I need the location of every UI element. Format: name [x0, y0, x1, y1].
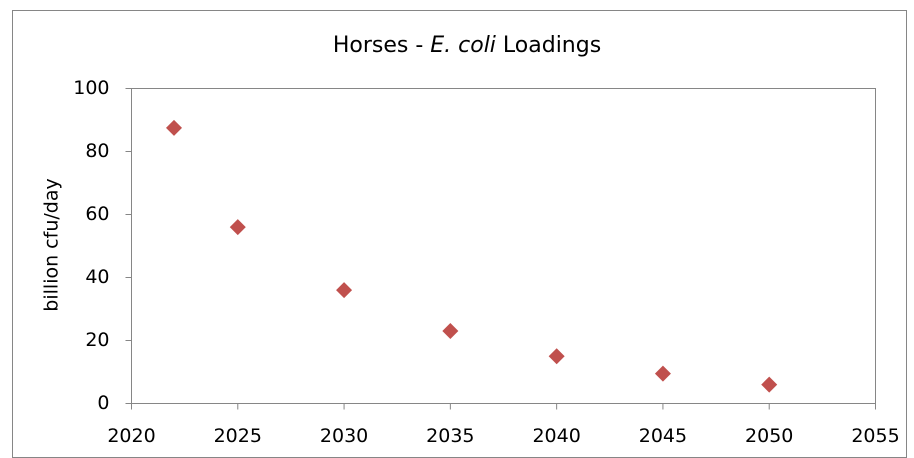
point: [336, 282, 353, 299]
point: [548, 348, 565, 365]
y-tick-label: 0: [97, 392, 109, 414]
x-tick-label: 2050: [745, 425, 793, 447]
x-tick-label: 2025: [214, 425, 262, 447]
y-tick-label: 100: [73, 77, 109, 99]
y-axis-label: billion cfu/day: [41, 178, 63, 311]
x-tick-label: 2035: [426, 425, 474, 447]
point: [654, 365, 671, 382]
point: [761, 376, 778, 393]
point: [442, 323, 459, 340]
y-tick-label: 40: [85, 266, 109, 288]
title-part: Horses -: [333, 33, 430, 58]
x-tick-label: 2055: [851, 425, 899, 447]
x-tick-label: 2020: [107, 425, 155, 447]
title-part: E. coli: [430, 33, 496, 58]
title-part: Loadings: [496, 33, 601, 58]
x-tick-label: 2030: [320, 425, 368, 447]
point: [229, 219, 246, 236]
chart-frame: [12, 10, 907, 458]
x-tick-label: 2040: [532, 425, 580, 447]
point: [166, 119, 183, 136]
y-tick-label: 80: [85, 140, 109, 162]
y-tick-label: 60: [85, 203, 109, 225]
x-tick-label: 2045: [639, 425, 687, 447]
y-tick-label: 20: [85, 329, 109, 351]
chart-title: Horses - E. coli Loadings: [333, 33, 601, 58]
plot-area: [131, 88, 876, 404]
